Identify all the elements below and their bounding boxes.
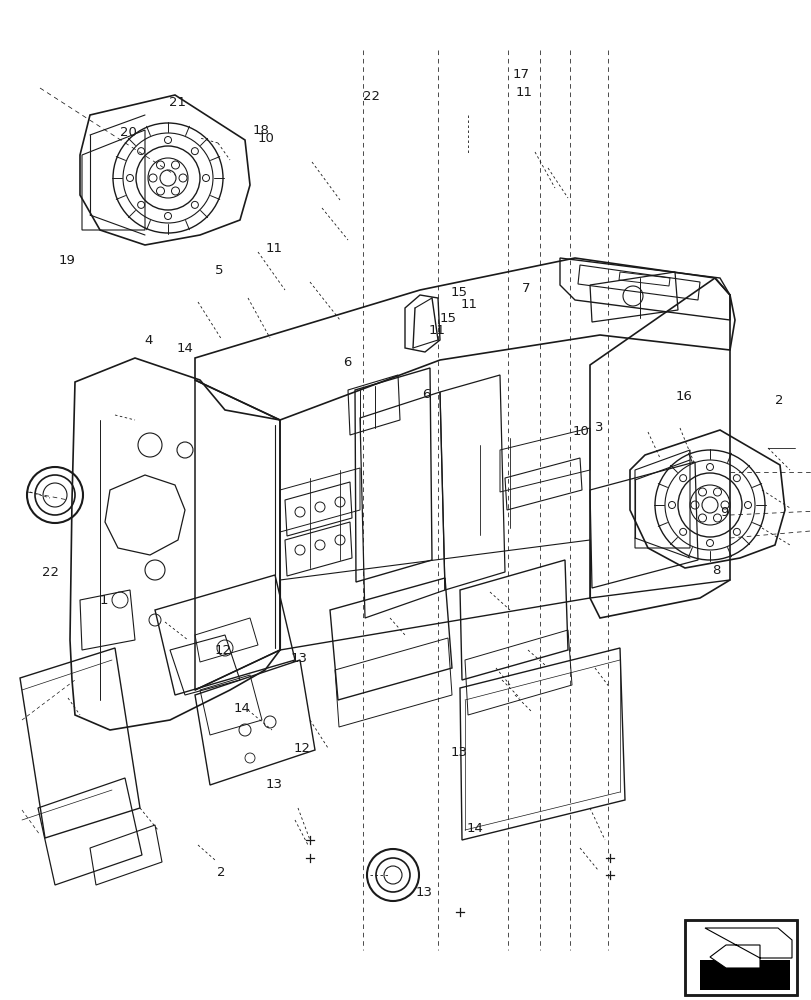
Text: 18: 18 — [253, 123, 269, 136]
Text: 11: 11 — [428, 324, 444, 337]
Bar — [684, 920, 796, 995]
Text: 9: 9 — [719, 506, 727, 518]
Text: 2: 2 — [217, 865, 225, 879]
Text: 14: 14 — [177, 342, 193, 355]
Text: 22: 22 — [363, 91, 380, 104]
Text: 8: 8 — [711, 563, 719, 576]
Text: 20: 20 — [120, 125, 136, 138]
Text: 21: 21 — [169, 96, 185, 108]
Bar — [684, 920, 796, 995]
Text: 10: 10 — [258, 131, 274, 144]
Polygon shape — [704, 928, 791, 968]
Text: 13: 13 — [266, 778, 282, 792]
Polygon shape — [699, 960, 789, 990]
Text: 5: 5 — [215, 263, 223, 276]
Text: 13: 13 — [415, 886, 431, 898]
Text: 4: 4 — [144, 334, 152, 347]
Text: 15: 15 — [450, 286, 466, 298]
Text: 2: 2 — [775, 393, 783, 406]
Text: 12: 12 — [294, 742, 310, 754]
Text: 11: 11 — [461, 298, 477, 311]
Text: 14: 14 — [466, 822, 483, 834]
Text: 11: 11 — [515, 86, 531, 99]
Text: 13: 13 — [450, 746, 466, 758]
Text: 7: 7 — [521, 282, 530, 294]
Text: 16: 16 — [675, 389, 691, 402]
Text: 11: 11 — [266, 241, 282, 254]
Text: 10: 10 — [572, 425, 588, 438]
Text: 15: 15 — [440, 312, 456, 325]
Text: 22: 22 — [42, 565, 58, 578]
Text: 12: 12 — [215, 644, 231, 656]
Text: 13: 13 — [290, 652, 307, 665]
Text: 6: 6 — [343, 356, 351, 368]
Text: 3: 3 — [594, 421, 603, 434]
Text: 17: 17 — [513, 68, 529, 82]
Text: 19: 19 — [58, 253, 75, 266]
Text: 1: 1 — [100, 593, 108, 606]
Text: 14: 14 — [234, 702, 250, 714]
Text: 6: 6 — [422, 388, 430, 401]
